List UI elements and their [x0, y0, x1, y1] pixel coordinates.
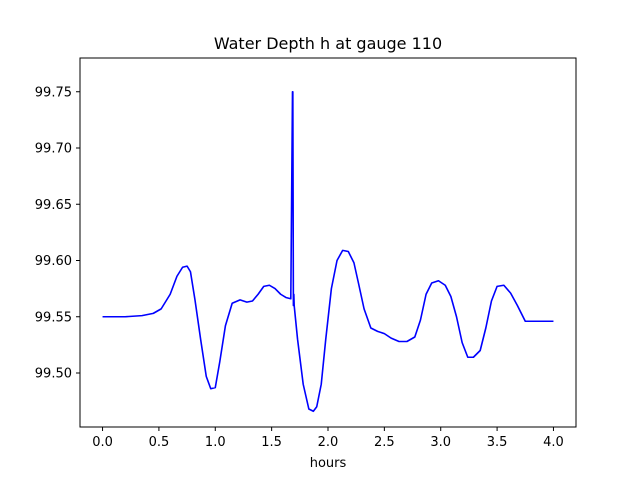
y-axis: 99.50 99.55 99.60 99.65 99.70 99.75 — [35, 85, 80, 382]
x-axis: 0.0 0.5 1.0 1.5 2.0 2.5 3.0 3.5 4.0 — [92, 427, 564, 450]
y-tick-label: 99.55 — [35, 310, 72, 325]
x-tick-label: 2.5 — [374, 435, 395, 450]
y-tick-label: 99.60 — [35, 254, 72, 269]
x-tick-label: 1.5 — [261, 435, 282, 450]
y-tick-label: 99.75 — [35, 85, 72, 100]
x-tick-label: 3.5 — [487, 435, 508, 450]
x-tick-label: 3.0 — [430, 435, 451, 450]
x-tick-label: 1.0 — [205, 435, 226, 450]
x-tick-label: 0.5 — [149, 435, 170, 450]
plot-area — [102, 90, 554, 413]
x-axis-label: hours — [310, 456, 347, 471]
x-tick-label: 2.0 — [318, 435, 339, 450]
axes-frame — [79, 57, 577, 428]
series-line-0 — [102, 90, 554, 413]
x-tick-label: 4.0 — [543, 435, 564, 450]
y-tick-label: 99.50 — [35, 367, 72, 382]
y-tick-label: 99.70 — [35, 142, 72, 157]
chart-title: Water Depth h at gauge 110 — [214, 34, 442, 53]
x-tick-label: 0.0 — [92, 435, 113, 450]
y-tick-label: 99.65 — [35, 198, 72, 213]
